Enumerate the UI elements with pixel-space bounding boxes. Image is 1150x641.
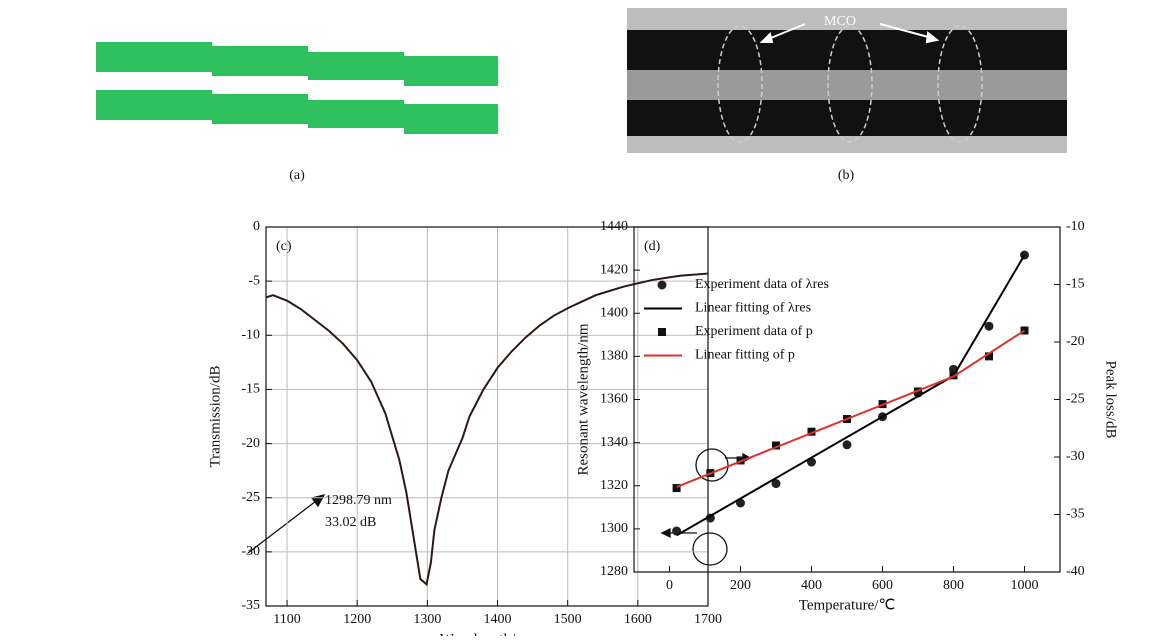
x-tick-label: 1000: [1011, 578, 1039, 593]
y2-tick-label: -35: [1066, 507, 1085, 522]
series-line: [265, 272, 709, 587]
y-tick-label: -15: [241, 382, 260, 397]
x-tick-label: 1700: [694, 612, 722, 627]
legend-label: Experiment data of p: [695, 324, 813, 339]
y-tick-label: 1280: [600, 564, 628, 579]
plot-frame: [633, 226, 1061, 573]
x-tick-label: 0: [666, 578, 673, 593]
y-tick-label: -25: [241, 490, 260, 505]
x-tick-label: 400: [801, 578, 822, 593]
marker: [672, 484, 681, 493]
y-tick-label: 1420: [600, 262, 628, 277]
panel-label: (d): [644, 239, 661, 254]
x-tick-label: 1500: [554, 612, 582, 627]
panel-label: (c): [276, 239, 292, 254]
y-tick-label: 0: [253, 219, 260, 234]
x-tick-label: 1200: [343, 612, 371, 627]
x-tick-label: 1600: [624, 612, 652, 627]
y-tick-label: 1380: [600, 349, 628, 364]
y2-tick-label: -40: [1066, 564, 1085, 579]
legend-label: Experiment data of λres: [695, 277, 829, 292]
y2-tick-label: -30: [1066, 449, 1085, 464]
y-tick-label: -35: [241, 598, 260, 613]
y-tick-label: 1320: [600, 478, 628, 493]
x-tick-label: 1400: [484, 612, 512, 627]
x-tick-label: 600: [872, 578, 893, 593]
series-line: [676, 254, 1026, 537]
annotation: 33.02 dB: [325, 515, 376, 530]
caption: (a): [289, 168, 305, 183]
legend-marker: [658, 328, 666, 336]
y-tick-label: 1340: [600, 435, 628, 450]
y-tick-label: -5: [248, 273, 260, 288]
y-tick-label: 1300: [600, 521, 628, 536]
legend-label: Linear fitting of λres: [695, 301, 811, 316]
marker: [985, 352, 993, 361]
y2-tick-label: -25: [1066, 392, 1085, 407]
panel-a-image: [96, 42, 498, 134]
arrows: [247, 448, 752, 566]
y2-tick-label: -15: [1066, 277, 1085, 292]
y-axis-title: Resonant wavelength/nm: [575, 323, 591, 475]
marker: [1020, 326, 1029, 335]
annotation: 1298.79 nm: [325, 493, 392, 508]
marker: [984, 321, 994, 331]
y-tick-label: -20: [241, 436, 260, 451]
series-line: [676, 329, 1026, 488]
marker: [771, 479, 781, 489]
y-tick-label: 1360: [600, 392, 628, 407]
y2-tick-label: -20: [1066, 334, 1085, 349]
marker: [842, 440, 852, 450]
y2-axis-title: Peak loss/dB: [1103, 361, 1119, 439]
panel-b-image: [627, 8, 1067, 153]
x-axis-title: Temperature/℃: [799, 597, 896, 613]
marker: [807, 427, 816, 436]
mco-label: MCO: [824, 14, 856, 29]
caption: (b): [838, 168, 855, 183]
y2-tick-label: -10: [1066, 219, 1085, 234]
plot-frame: [265, 226, 709, 607]
y-tick-label: -30: [241, 544, 260, 559]
legend-marker: [657, 280, 667, 290]
x-axis-title: Wavelength/nm: [440, 631, 535, 636]
legend-label: Linear fitting of p: [695, 348, 795, 363]
y-tick-label: 1400: [600, 305, 628, 320]
x-tick-label: 800: [943, 578, 964, 593]
marker: [772, 441, 780, 450]
y-axis-title: Transmission/dB: [207, 366, 223, 468]
x-tick-label: 1100: [273, 612, 300, 627]
x-tick-label: 1300: [413, 612, 441, 627]
x-tick-label: 200: [730, 578, 751, 593]
y-tick-label: 1440: [600, 219, 628, 234]
marker: [705, 513, 715, 523]
y-tick-label: -10: [241, 328, 260, 343]
